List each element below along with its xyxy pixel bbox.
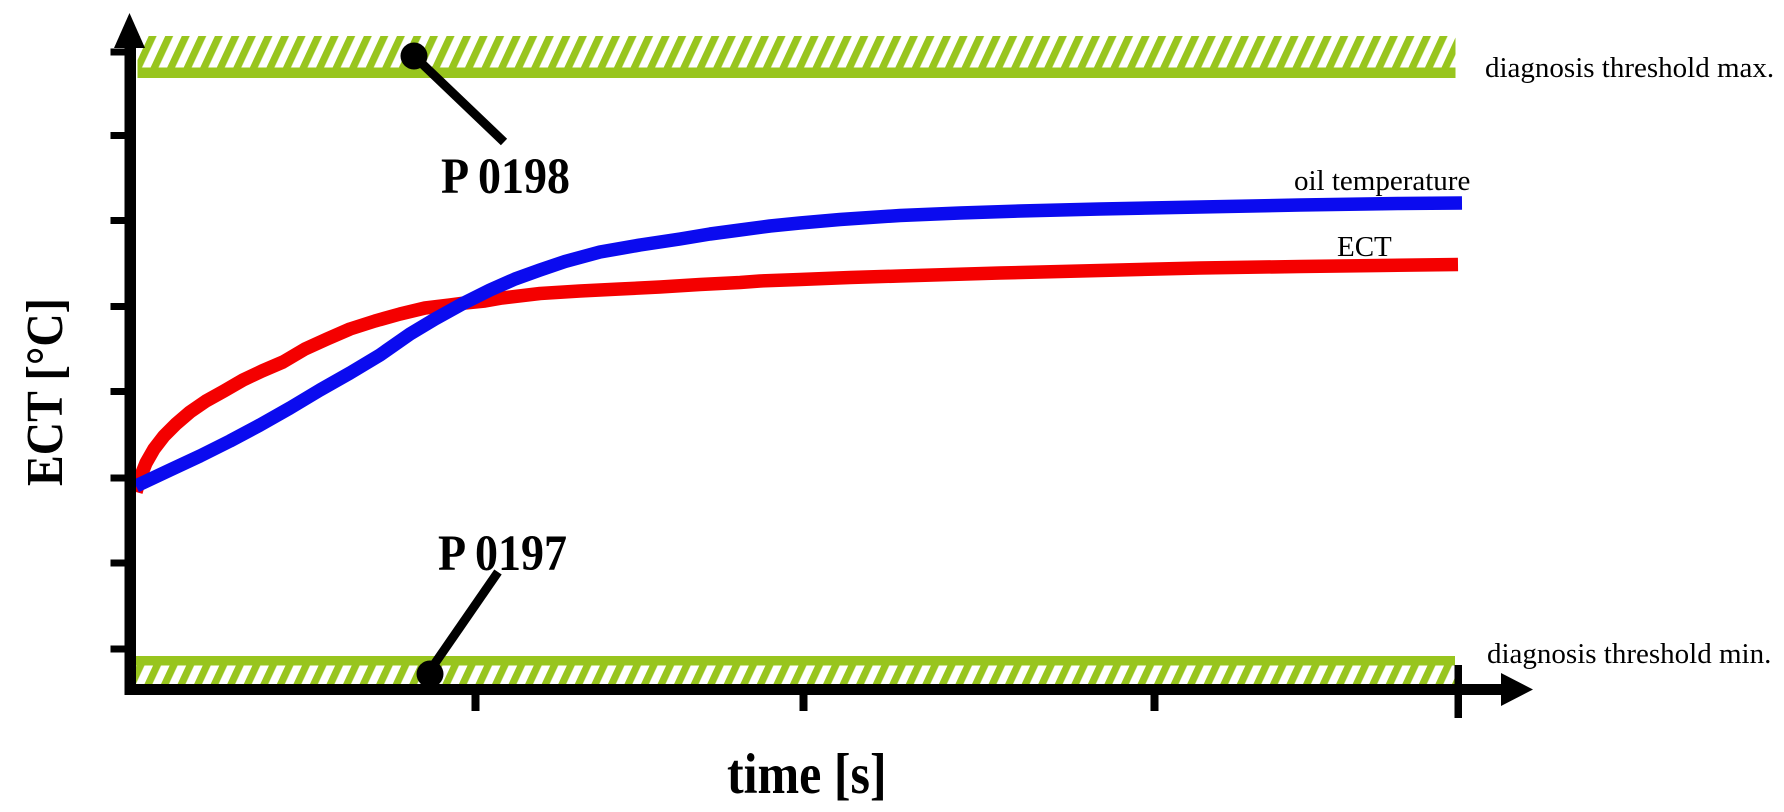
svg-text:ECT: ECT bbox=[1337, 231, 1392, 263]
svg-text:time [s]: time [s] bbox=[727, 742, 887, 806]
svg-text:diagnosis threshold min.: diagnosis threshold min. bbox=[1487, 638, 1771, 670]
svg-text:P 0197: P 0197 bbox=[438, 526, 567, 581]
svg-text:ECT [°C]: ECT [°C] bbox=[17, 298, 74, 486]
svg-text:diagnosis threshold max.: diagnosis threshold max. bbox=[1485, 52, 1774, 84]
svg-text:oil temperature: oil temperature bbox=[1294, 165, 1470, 197]
svg-text:P 0198: P 0198 bbox=[441, 149, 570, 204]
